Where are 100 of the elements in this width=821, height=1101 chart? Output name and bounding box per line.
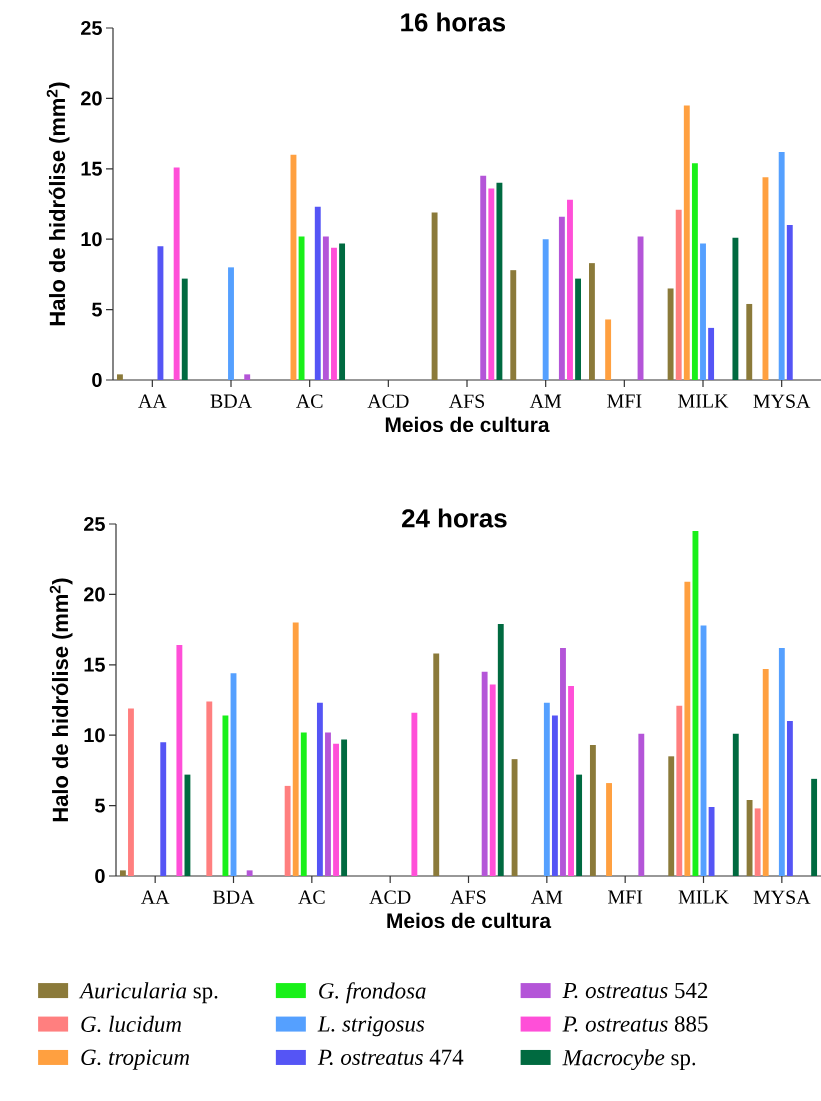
bar <box>560 647 566 876</box>
bar <box>606 783 612 876</box>
chart-title: 16 horas <box>401 12 506 32</box>
bar <box>246 870 253 876</box>
x-tick-label: AFS <box>450 890 486 904</box>
bar <box>173 167 180 380</box>
x-tick-label: MILK <box>678 394 729 408</box>
bar <box>339 243 346 380</box>
x-tick-label: AA <box>140 890 170 904</box>
bar <box>668 756 675 876</box>
bar <box>333 743 339 876</box>
bar <box>605 319 612 380</box>
y-tick-label: 5 <box>95 798 105 813</box>
bar <box>116 374 123 380</box>
bar <box>411 712 418 876</box>
legend-label: G. lucidum <box>81 1015 181 1033</box>
x-tick-label: ACD <box>369 890 411 904</box>
x-tick-label: BDA <box>213 890 255 904</box>
bar <box>157 246 164 380</box>
bar <box>206 701 213 876</box>
x-axis-title: Meios de cultura <box>387 912 552 929</box>
x-tick-label: AM <box>530 890 563 904</box>
bar <box>433 653 440 876</box>
y-axis-title: Halo de hidrólise (mm$^{2}$) <box>46 82 70 326</box>
bar <box>708 807 715 876</box>
x-tick-label: AC <box>296 394 323 408</box>
bar <box>811 778 818 876</box>
x-tick-label: MFI <box>607 394 642 408</box>
bar <box>732 237 739 380</box>
bar <box>480 175 487 380</box>
bar <box>691 163 698 380</box>
x-tick-label: AA <box>138 394 167 408</box>
bar <box>228 267 234 380</box>
bar <box>497 623 504 876</box>
bar <box>576 774 583 876</box>
bar <box>284 785 291 876</box>
bar <box>176 645 183 876</box>
bar <box>683 105 690 380</box>
bar <box>567 199 573 380</box>
bar <box>588 263 595 380</box>
y-tick-label: 15 <box>84 657 105 672</box>
bar <box>119 870 126 876</box>
bar <box>676 705 683 876</box>
bar <box>543 702 550 876</box>
bar <box>762 669 769 876</box>
bar <box>298 236 305 380</box>
bar <box>222 715 229 876</box>
x-tick-label: AFS <box>448 394 485 408</box>
bar <box>481 671 488 876</box>
bar <box>575 278 582 380</box>
bar <box>160 742 167 876</box>
bar <box>732 733 739 876</box>
bar <box>300 732 307 876</box>
bar <box>181 278 188 380</box>
legend-label: G. frondosa <box>319 982 426 1004</box>
bar <box>331 247 337 380</box>
legend-label: L. strigosus <box>317 1016 425 1037</box>
y-tick-label: 0 <box>95 868 105 884</box>
bar <box>558 216 565 380</box>
bar <box>322 236 329 380</box>
bar <box>778 647 785 876</box>
chart-title: 24 horas <box>402 508 507 528</box>
y-tick-label: 0 <box>92 372 102 388</box>
y-tick-label: 25 <box>81 20 102 36</box>
bar <box>754 808 761 876</box>
bar <box>511 759 518 876</box>
bar <box>684 581 691 876</box>
x-axis-title: Meios de cultura <box>385 416 550 433</box>
x-tick-label: MYSA <box>753 394 811 408</box>
bar <box>316 702 323 876</box>
bar <box>244 374 251 380</box>
bar <box>675 209 682 380</box>
y-axis-title: Halo de hidrólise (mm$^{2}$) <box>49 578 73 822</box>
bar <box>325 732 331 876</box>
bar <box>746 303 753 380</box>
bar <box>638 733 645 876</box>
y-tick-label: 25 <box>84 516 105 532</box>
x-tick-label: ACD <box>367 394 409 408</box>
y-tick-label: 10 <box>84 728 105 743</box>
bar <box>786 721 793 876</box>
x-tick-label: MYSA <box>753 890 811 904</box>
x-tick-label: BDA <box>210 394 252 408</box>
bar <box>667 288 674 380</box>
bar <box>589 745 596 876</box>
legend-label: Auricularia sp. <box>78 982 218 1004</box>
legend-label: P. ostreatus 542 <box>562 982 708 999</box>
x-tick-label: MFI <box>608 890 643 904</box>
x-tick-label: AC <box>298 890 325 904</box>
y-tick-label: 20 <box>84 587 105 602</box>
bar <box>292 622 299 876</box>
x-tick-label: AM <box>529 394 562 408</box>
bar <box>341 739 348 876</box>
bar <box>542 239 549 380</box>
bar <box>778 151 785 380</box>
bar <box>128 708 134 876</box>
bar <box>708 327 715 380</box>
bar <box>568 685 574 876</box>
bar <box>510 270 517 380</box>
bar <box>489 684 496 876</box>
y-tick-label: 5 <box>92 302 102 317</box>
